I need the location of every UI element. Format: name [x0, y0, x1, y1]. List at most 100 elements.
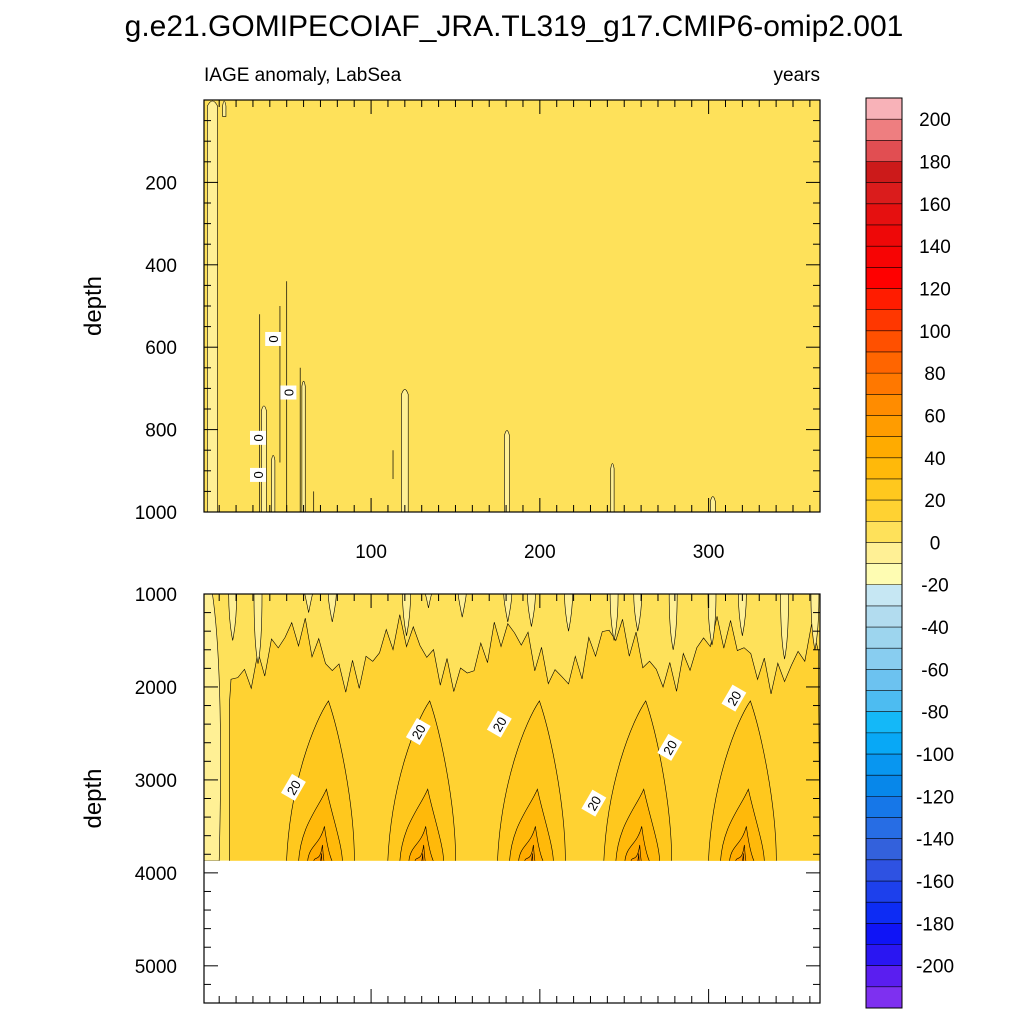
upper-panel: 0 0 0 0 200 400 600 800 1000 depth 100 200 300: [80, 99, 821, 563]
lower-negative-streak: [253, 594, 263, 664]
colorbar-bin: [866, 902, 902, 924]
colorbar-bin: [866, 457, 902, 480]
colorbar-bin: [866, 161, 902, 183]
colorbar-bin: [866, 415, 902, 437]
colorbar-bin: [866, 394, 902, 416]
colorbar-bin: [866, 732, 902, 755]
colorbar-bin: [866, 500, 902, 522]
contour-label-bg: [250, 467, 267, 482]
colorbar-tick-label: 20: [924, 491, 945, 512]
upper-y-axis-label: depth: [80, 276, 107, 336]
colorbar-bin: [866, 775, 902, 797]
upper-y-tick-label: 1000: [135, 503, 177, 524]
contour-label-bg: [721, 684, 747, 712]
colorbar-tick-label: -60: [921, 660, 948, 681]
colorbar-tick-label: 180: [919, 152, 951, 173]
lower-contour-band: [624, 826, 650, 861]
colorbar-tick-label: 80: [924, 364, 945, 385]
lower-negative-streak: [668, 594, 678, 650]
lower-negative-streak: [527, 594, 536, 627]
colorbar-tick-label: 100: [919, 322, 951, 343]
colorbar-tick-label: 120: [919, 279, 951, 300]
upper-y-tick-label: 600: [145, 338, 177, 359]
upper-negative-streak: [710, 496, 716, 512]
lower-contour-band: [720, 788, 765, 861]
colorbar-bin: [866, 119, 902, 141]
colorbar-bin: [866, 944, 902, 966]
lower-negative-streak: [609, 594, 619, 641]
contour-label-text: 20: [660, 738, 680, 758]
colorbar-tick-label: 200: [919, 110, 951, 131]
upper-y-tick-label: 400: [145, 256, 177, 277]
colorbar-bin: [866, 986, 902, 1009]
lower-y-axis-label: depth: [80, 768, 107, 828]
lower-contour-label: 20: [486, 710, 512, 738]
lower-plot-area: 20 20 20 20 20 20: [204, 594, 820, 861]
lower-contour-band: [637, 853, 640, 861]
upper-field: [204, 100, 820, 512]
colorbar-bin: [866, 711, 902, 734]
contour-label-bg: [657, 733, 683, 761]
contour-label-text: 0: [266, 335, 281, 342]
contour-label-text: 20: [284, 778, 304, 798]
upper-contour-label: 0: [250, 430, 267, 445]
colorbar-bin: [866, 859, 902, 882]
contour-label-bg: [486, 710, 512, 738]
lower-y-tick-label: 4000: [135, 864, 177, 885]
upper-y-tick-label: 200: [145, 173, 177, 194]
lower-contour-band: [615, 788, 660, 861]
lower-negative-streak: [780, 594, 789, 660]
chart-title: g.e21.GOMIPECOIAF_JRA.TL319_g17.CMIP6-om…: [125, 10, 904, 43]
lower-contour-band: [518, 826, 544, 861]
upper-negative-streak: [222, 100, 227, 117]
contour-label-bg: [405, 718, 431, 746]
lower-contour-label: 20: [581, 789, 607, 817]
colorbar-bin: [866, 98, 902, 120]
contour-label-text: 20: [409, 722, 429, 742]
colorbar-bin: [866, 754, 902, 776]
upper-y-tick-label: 800: [145, 421, 177, 442]
upper-contour-label: 0: [265, 331, 282, 346]
colorbar-bin: [866, 796, 902, 818]
lower-contour-band: [320, 853, 323, 861]
colorbar-tick-label: -180: [916, 914, 954, 935]
contour-label-text: 0: [251, 471, 266, 478]
lower-contour-band: [298, 788, 343, 861]
colorbar-tick-label: 140: [919, 237, 951, 258]
contour-label-bg: [581, 789, 607, 817]
lower-y-tick-label: 2000: [135, 678, 177, 699]
lower-negative-streak: [707, 594, 717, 646]
colorbar-bin: [866, 309, 902, 332]
lower-contour-band: [421, 853, 424, 861]
colorbar-bin: [866, 817, 902, 839]
upper-negative-streak: [271, 455, 276, 512]
upper-negative-streak: [401, 389, 409, 512]
lower-negative-streak: [327, 594, 337, 622]
colorbar-bin: [866, 330, 902, 353]
colorbar-bin: [866, 690, 902, 713]
colorbar-bin: [866, 436, 902, 459]
subtitle-right: years: [774, 65, 820, 86]
colorbar-bin: [866, 288, 902, 310]
colorbar-bin: [866, 648, 902, 670]
colorbar-bin: [866, 224, 902, 247]
colorbar-tick-label: 160: [919, 195, 951, 216]
contour-label-text: 20: [584, 793, 604, 813]
lower-contour-label: 20: [721, 684, 747, 712]
colorbar-bin: [866, 478, 902, 501]
lower-contour-band: [307, 826, 333, 861]
contour-label-bg: [250, 430, 267, 445]
colorbar-bin: [866, 881, 902, 903]
lower-y-tick-label: 1000: [135, 585, 177, 606]
lower-negative-streak: [738, 594, 747, 636]
colorbar-bin: [866, 203, 902, 226]
lower-contour-band: [497, 700, 566, 861]
colorbar-bin: [866, 542, 902, 564]
contour-label-bg: [280, 385, 297, 400]
colorbar-tick-label: -160: [916, 872, 954, 893]
colorbar-bin: [866, 965, 902, 988]
colorbar-bin: [866, 246, 902, 268]
colorbar-bin: [866, 605, 902, 628]
lower-y-tick-label: 5000: [135, 957, 177, 978]
